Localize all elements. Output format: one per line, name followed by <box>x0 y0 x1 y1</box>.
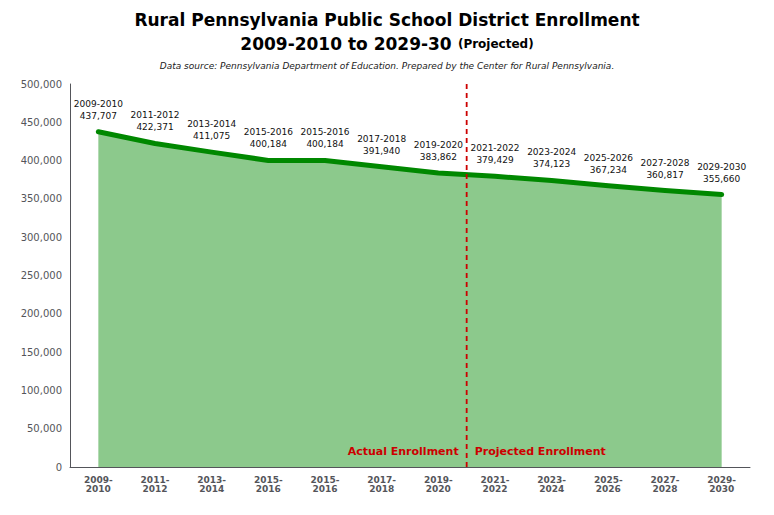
svg-text:2029-: 2029- <box>707 474 737 485</box>
svg-text:2016: 2016 <box>312 484 337 494</box>
svg-text:2019-: 2019- <box>423 474 453 485</box>
svg-text:300,000: 300,000 <box>21 232 62 243</box>
svg-text:Actual Enrollment: Actual Enrollment <box>348 445 459 458</box>
svg-text:350,000: 350,000 <box>21 193 62 204</box>
svg-text:391,940: 391,940 <box>363 146 400 156</box>
svg-text:(Projected): (Projected) <box>458 37 534 51</box>
svg-text:2015-: 2015- <box>310 474 340 485</box>
svg-text:2013-: 2013- <box>197 474 227 485</box>
svg-text:500,000: 500,000 <box>21 79 62 90</box>
svg-text:374,123: 374,123 <box>533 159 570 169</box>
svg-text:2015-2016: 2015-2016 <box>300 127 349 137</box>
svg-text:2027-: 2027- <box>650 474 680 485</box>
svg-text:2015-: 2015- <box>253 474 283 485</box>
svg-text:200,000: 200,000 <box>21 308 62 319</box>
svg-text:2021-2022: 2021-2022 <box>470 143 519 153</box>
svg-text:Data source: Pennsylvania Depa: Data source: Pennsylvania Department of … <box>160 61 615 71</box>
svg-text:379,429: 379,429 <box>476 155 513 165</box>
svg-text:2017-2018: 2017-2018 <box>357 134 406 144</box>
svg-text:400,184: 400,184 <box>250 139 287 149</box>
svg-text:2028: 2028 <box>652 484 677 494</box>
svg-text:422,371: 422,371 <box>136 122 173 132</box>
svg-text:2025-: 2025- <box>593 474 623 485</box>
svg-text:2011-2012: 2011-2012 <box>130 110 179 120</box>
svg-text:2018: 2018 <box>369 484 394 494</box>
svg-text:360,817: 360,817 <box>646 170 683 180</box>
svg-text:450,000: 450,000 <box>21 117 62 128</box>
svg-text:437,707: 437,707 <box>80 111 117 121</box>
svg-text:2019-2020: 2019-2020 <box>414 140 463 150</box>
svg-text:2021-: 2021- <box>480 474 510 485</box>
svg-text:400,000: 400,000 <box>21 155 62 166</box>
svg-text:2023-2024: 2023-2024 <box>527 147 576 157</box>
svg-text:2014: 2014 <box>199 484 224 494</box>
svg-text:411,075: 411,075 <box>193 131 230 141</box>
svg-text:2025-2026: 2025-2026 <box>584 153 633 163</box>
svg-text:2024: 2024 <box>539 484 564 494</box>
svg-text:355,660: 355,660 <box>703 174 740 184</box>
svg-text:2010: 2010 <box>86 484 111 494</box>
svg-text:2009-2010: 2009-2010 <box>74 99 123 109</box>
svg-text:0: 0 <box>56 462 62 473</box>
svg-text:2029-2030: 2029-2030 <box>697 162 746 172</box>
svg-text:2011-: 2011- <box>140 474 170 485</box>
svg-text:2026: 2026 <box>596 484 621 494</box>
svg-text:2030: 2030 <box>709 484 734 494</box>
svg-text:2015-2016: 2015-2016 <box>244 127 293 137</box>
svg-text:150,000: 150,000 <box>21 347 62 358</box>
svg-text:100,000: 100,000 <box>21 385 62 396</box>
svg-text:383,862: 383,862 <box>420 152 457 162</box>
svg-text:2027-2028: 2027-2028 <box>640 158 689 168</box>
svg-text:Projected Enrollment: Projected Enrollment <box>475 445 606 458</box>
svg-text:2012: 2012 <box>142 484 167 494</box>
svg-text:400,184: 400,184 <box>306 139 343 149</box>
svg-text:367,234: 367,234 <box>590 165 627 175</box>
svg-text:250,000: 250,000 <box>21 270 62 281</box>
svg-text:2023-: 2023- <box>537 474 567 485</box>
svg-text:2009-: 2009- <box>83 474 113 485</box>
svg-text:2020: 2020 <box>426 484 451 494</box>
svg-text:2017-: 2017- <box>367 474 397 485</box>
svg-text:Rural Pennsylvania Public Scho: Rural Pennsylvania Public School Distric… <box>134 10 639 30</box>
svg-text:2022: 2022 <box>482 484 507 494</box>
svg-text:2013-2014: 2013-2014 <box>187 119 236 129</box>
svg-text:2009-2010 to 2029-30: 2009-2010 to 2029-30 <box>240 34 452 54</box>
svg-text:2016: 2016 <box>256 484 281 494</box>
svg-text:50,000: 50,000 <box>27 423 62 434</box>
